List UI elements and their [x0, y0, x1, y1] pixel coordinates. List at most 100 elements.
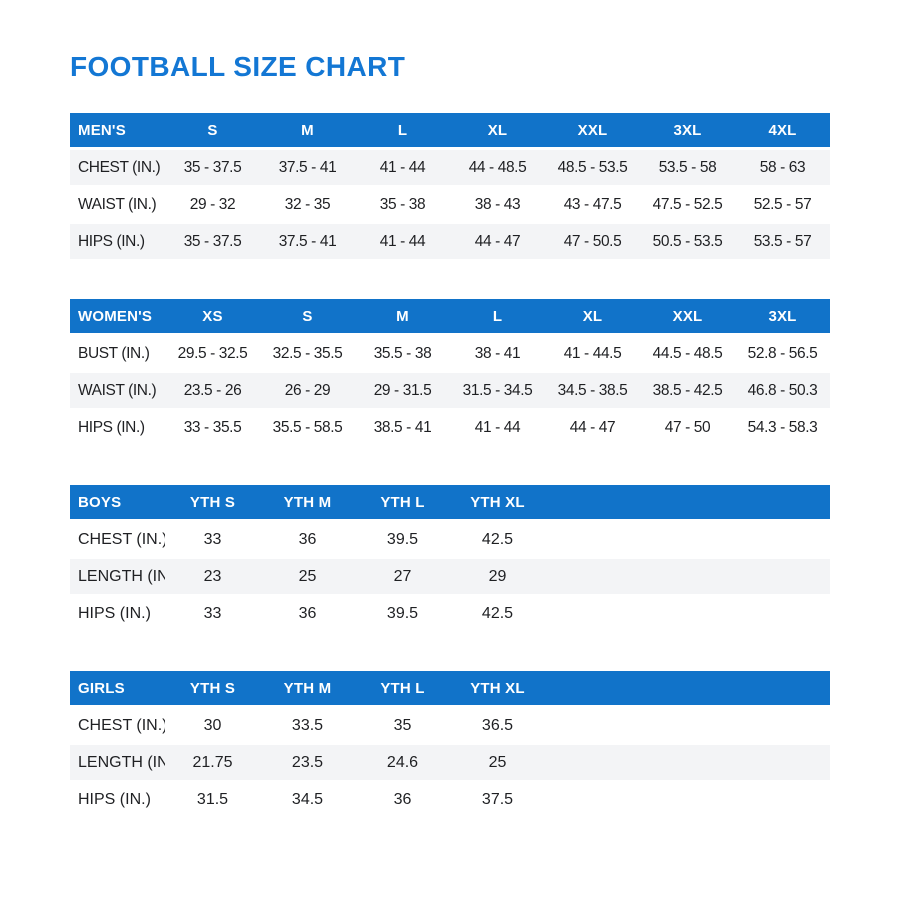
size-column-header: YTH XL: [470, 493, 525, 511]
table-row: HIPS (IN.) 31.5 34.5 36 37.5: [70, 782, 830, 817]
size-value: 52.8 - 56.5: [747, 344, 818, 362]
size-column-header: YTH L: [380, 493, 425, 511]
row-label: CHEST (IN.): [78, 530, 165, 548]
row-label: CHEST (IN.): [78, 716, 165, 734]
size-column-header: YTH L: [380, 679, 425, 697]
size-value: 23.5: [291, 753, 324, 771]
size-value: 44 - 47: [474, 232, 521, 250]
page-title: FOOTBALL SIZE CHART: [70, 51, 406, 82]
size-value: 31.5 - 34.5: [462, 381, 533, 399]
size-value: 23: [203, 567, 222, 585]
size-value: 32.5 - 35.5: [272, 344, 343, 362]
size-value: 34.5: [291, 790, 324, 808]
size-column-header: XL: [487, 121, 508, 139]
size-column-header: M: [301, 121, 314, 139]
table-header-row: MEN'S S M L XL XXL 3XL 4XL: [70, 113, 830, 147]
size-value: 38.5 - 41: [373, 418, 432, 436]
table-row: CHEST (IN.) 35 - 37.5 37.5 - 41 41 - 44 44 -…: [70, 150, 830, 185]
size-column-header: XXL: [577, 121, 608, 139]
size-value: 37.5: [481, 790, 514, 808]
row-label: WAIST (IN.): [78, 381, 157, 399]
size-table-boys: BOYS YTH S YTH M YTH L YTH XL CHEST (IN.) 33 36…: [70, 485, 830, 631]
size-value: 31.5: [196, 790, 229, 808]
size-column-header: YTH S: [189, 679, 236, 697]
size-value: 47.5 - 52.5: [652, 195, 723, 213]
table-row: HIPS (IN.) 33 36 39.5 42.5: [70, 596, 830, 631]
table-row: BUST (IN.) 29.5 - 32.5 32.5 - 35.5 35.5 - 3…: [70, 336, 830, 371]
size-column-header: YTH XL: [470, 679, 525, 697]
size-column-header: S: [207, 121, 218, 139]
size-value: 38 - 41: [474, 344, 521, 362]
size-value: 27: [393, 567, 412, 585]
row-label: HIPS (IN.): [78, 418, 145, 436]
size-value: 29: [488, 567, 507, 585]
table-group-label: GIRLS: [78, 679, 125, 697]
size-value: 41 - 44: [379, 158, 426, 176]
size-value: 23.5 - 26: [183, 381, 242, 399]
size-column-header: 3XL: [673, 121, 702, 139]
size-column-header: XS: [202, 307, 223, 325]
size-value: 35.5 - 58.5: [272, 418, 343, 436]
size-value: 30: [203, 716, 222, 734]
size-value: 46.8 - 50.3: [747, 381, 818, 399]
size-value: 25: [298, 567, 317, 585]
size-tables: MEN'S S M L XL XXL 3XL 4XL CHEST (IN.) 35 - 37.5 3…: [70, 113, 830, 817]
row-label: LENGTH (IN.): [78, 753, 165, 771]
size-value: 43 - 47.5: [563, 195, 622, 213]
size-value: 35 - 38: [379, 195, 426, 213]
size-value: 41 - 44: [379, 232, 426, 250]
size-column-header: 3XL: [768, 307, 797, 325]
size-value: 29 - 31.5: [373, 381, 432, 399]
size-column-header: L: [492, 307, 503, 325]
size-value: 37.5 - 41: [278, 158, 337, 176]
table-row: HIPS (IN.) 33 - 35.5 35.5 - 58.5 38.5 - 41 4…: [70, 410, 830, 445]
size-value: 41 - 44: [474, 418, 521, 436]
size-column-header: XXL: [672, 307, 703, 325]
size-column-header: M: [396, 307, 409, 325]
size-value: 44 - 47: [569, 418, 616, 436]
size-value: 33: [203, 530, 222, 548]
size-table-girls: GIRLS YTH S YTH M YTH L YTH XL CHEST (IN.) 30 3…: [70, 671, 830, 817]
size-value: 25: [488, 753, 507, 771]
size-value: 29.5 - 32.5: [177, 344, 248, 362]
size-column-header: L: [397, 121, 408, 139]
size-column-header: YTH M: [283, 493, 332, 511]
size-value: 29 - 32: [189, 195, 236, 213]
table-header-row: WOMEN'S XS S M L XL XXL 3XL: [70, 299, 830, 333]
size-value: 39.5: [386, 530, 419, 548]
size-value: 47 - 50: [664, 418, 711, 436]
row-label: HIPS (IN.): [78, 232, 145, 250]
size-value: 53.5 - 58: [658, 158, 717, 176]
row-label: LENGTH (IN.): [78, 567, 165, 585]
size-value: 54.3 - 58.3: [747, 418, 818, 436]
size-value: 35 - 37.5: [183, 232, 242, 250]
size-value: 33: [203, 604, 222, 622]
size-column-header: S: [302, 307, 313, 325]
size-value: 53.5 - 57: [753, 232, 812, 250]
size-value: 36: [298, 530, 317, 548]
row-label: WAIST (IN.): [78, 195, 157, 213]
table-row: CHEST (IN.) 30 33.5 35 36.5: [70, 708, 830, 743]
row-label: HIPS (IN.): [78, 604, 151, 622]
row-label: BUST (IN.): [78, 344, 150, 362]
size-value: 50.5 - 53.5: [652, 232, 723, 250]
size-column-header: YTH S: [189, 493, 236, 511]
size-value: 26 - 29: [284, 381, 331, 399]
size-value: 36: [298, 604, 317, 622]
table-group-label: MEN'S: [78, 121, 126, 139]
size-value: 32 - 35: [284, 195, 331, 213]
table-row: LENGTH (IN.) 23 25 27 29: [70, 559, 830, 594]
size-value: 34.5 - 38.5: [557, 381, 628, 399]
size-column-header: XL: [582, 307, 603, 325]
table-row: WAIST (IN.) 23.5 - 26 26 - 29 29 - 31.5 31.5…: [70, 373, 830, 408]
size-value: 42.5: [481, 604, 514, 622]
size-table-womens: WOMEN'S XS S M L XL XXL 3XL BUST (IN.) 29.5 - 32.…: [70, 299, 830, 445]
row-label: HIPS (IN.): [78, 790, 151, 808]
size-column-header: YTH M: [283, 679, 332, 697]
table-row: CHEST (IN.) 33 36 39.5 42.5: [70, 522, 830, 557]
size-value: 47 - 50.5: [563, 232, 622, 250]
size-value: 41 - 44.5: [563, 344, 622, 362]
size-value: 36: [393, 790, 412, 808]
size-value: 24.6: [386, 753, 419, 771]
